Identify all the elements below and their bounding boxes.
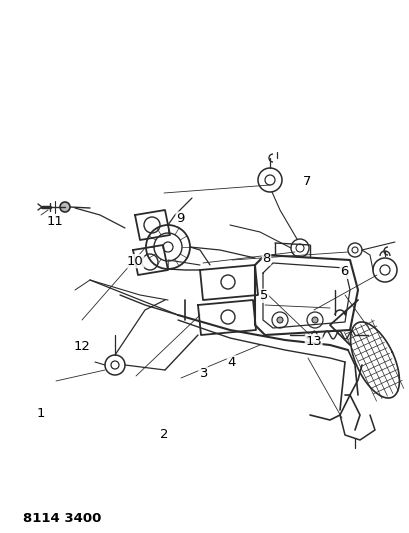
- Text: 3: 3: [198, 367, 207, 379]
- Text: 11: 11: [47, 215, 63, 228]
- Text: 5: 5: [260, 289, 268, 302]
- Text: 7: 7: [303, 175, 311, 188]
- Text: 2: 2: [160, 428, 168, 441]
- Text: 10: 10: [127, 255, 143, 268]
- Text: 9: 9: [176, 212, 184, 225]
- Text: 12: 12: [73, 340, 90, 353]
- Text: 13: 13: [305, 335, 321, 348]
- Text: 8114 3400: 8114 3400: [22, 512, 101, 524]
- Circle shape: [60, 202, 70, 212]
- Text: 8: 8: [262, 252, 270, 265]
- Text: 1: 1: [37, 407, 45, 419]
- Circle shape: [311, 317, 317, 323]
- Circle shape: [276, 317, 282, 323]
- Text: 4: 4: [227, 356, 235, 369]
- Text: 6: 6: [339, 265, 348, 278]
